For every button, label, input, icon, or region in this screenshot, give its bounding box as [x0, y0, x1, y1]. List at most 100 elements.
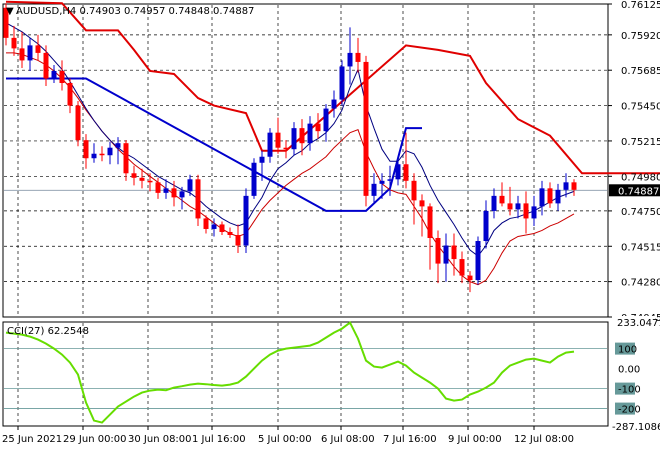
candle-bull — [443, 245, 449, 264]
candle-bear — [355, 52, 361, 62]
candle-bull — [243, 195, 249, 246]
price-axis: 0.76125 0.75920 0.75685 0.75450 0.75215 0.749… — [608, 0, 660, 324]
candle-bear — [99, 153, 105, 156]
candle-bull — [51, 70, 57, 79]
time-axis-label: 30 Jun 08:00 — [128, 434, 192, 445]
price-axis-label: 0.75215 — [621, 137, 660, 148]
candle-bull — [515, 203, 521, 210]
price-axis-label: 0.74980 — [621, 172, 660, 183]
indicator-axis-label: 233.0471 — [617, 318, 660, 329]
time-axis-label: 12 Jul 08:00 — [514, 434, 574, 445]
candle-bull — [347, 52, 353, 67]
main-panel-frame — [2, 3, 609, 318]
candle-bear — [499, 195, 505, 204]
candle-bull — [187, 179, 193, 192]
indicator-axis-label: -100 — [618, 385, 641, 396]
candle-bull — [339, 66, 345, 100]
time-axis-label: 25 Jun 2021 — [2, 434, 62, 445]
candle-bear — [19, 48, 25, 61]
price-axis-label: 0.74750 — [621, 207, 660, 218]
candle-bear — [283, 147, 289, 150]
candle-bear — [467, 275, 473, 281]
candle-bear — [459, 259, 465, 276]
price-axis-label: 0.75685 — [621, 66, 660, 77]
time-axis: 25 Jun 2021 29 Jun 00:00 30 Jun 08:00 1 Jul… — [2, 426, 574, 445]
candle-bull — [491, 195, 497, 211]
candle-bear — [451, 245, 457, 260]
collapse-arrow-icon[interactable]: ▼ — [6, 6, 14, 17]
candle-bear — [299, 128, 305, 144]
time-axis-label: 7 Jul 16:00 — [383, 434, 437, 445]
indicator-axis-label: 100 — [618, 345, 637, 356]
cci-level-tag — [615, 316, 655, 328]
time-axis-label: 6 Jul 08:00 — [321, 434, 375, 445]
candle-bear — [363, 61, 369, 196]
candle-bear — [219, 224, 225, 232]
grid-lines — [4, 5, 607, 425]
candle-bull — [531, 206, 537, 219]
price-series — [3, 0, 660, 293]
candle-bear — [83, 140, 89, 159]
indicator-axis-label: -200 — [618, 405, 641, 416]
candle-bear — [507, 203, 513, 210]
current-price-tag: 0.74887 — [609, 184, 660, 197]
candle-bull — [475, 241, 481, 281]
candle-bear — [227, 231, 233, 235]
indicator-axis: 233.0471 100 0.00 -100 -200 -287.1086 — [612, 316, 660, 433]
candle-bear — [123, 143, 129, 174]
cci-line — [5, 321, 575, 424]
candle-bull — [91, 153, 97, 159]
candle-bear — [403, 164, 409, 181]
price-axis-label: 0.74280 — [621, 278, 660, 289]
candle-bear — [235, 234, 241, 246]
candle-bear — [195, 179, 201, 219]
svg-text:0.74887: 0.74887 — [618, 186, 659, 197]
candle-bear — [547, 188, 553, 204]
channel-lower-line — [6, 77, 422, 212]
candle-bear — [203, 218, 209, 229]
indicator-header: CCI(27) 62.2548 — [7, 326, 89, 337]
indicator-axis-label: 0.00 — [618, 365, 640, 376]
cci-level-tag — [615, 402, 635, 415]
candle-bull — [371, 183, 377, 196]
candle-bull — [291, 128, 297, 150]
candle-bear — [67, 83, 73, 106]
candle-bull — [267, 132, 273, 157]
candle-bear — [11, 37, 17, 49]
candle-bull — [211, 224, 217, 229]
indicator-series — [5, 321, 575, 424]
candle-bear — [131, 173, 137, 178]
candle-bear — [147, 180, 153, 183]
candle-bull — [27, 45, 33, 61]
candle-bull — [331, 99, 337, 109]
candle-bull — [483, 210, 489, 242]
candle-bull — [539, 188, 545, 207]
candle-bull — [379, 180, 385, 184]
candle-bear — [427, 206, 433, 238]
candle-bear — [59, 70, 65, 84]
candle-bear — [139, 177, 145, 181]
candle-bear — [411, 180, 417, 201]
price-axis-label: 0.75450 — [621, 102, 660, 113]
candle-bear — [75, 105, 81, 141]
indicator-panel-frame — [2, 321, 609, 427]
candle-bear — [435, 237, 441, 264]
candle-bull — [563, 182, 569, 190]
candle-bear — [315, 123, 321, 132]
time-axis-label: 5 Jul 00:00 — [258, 434, 312, 445]
price-axis-label: 0.76125 — [621, 0, 660, 11]
candle-bear — [3, 7, 9, 38]
candle-bear — [43, 52, 49, 79]
candle-bull — [107, 147, 113, 156]
candle-bull — [163, 188, 169, 193]
candle-bear — [275, 132, 281, 148]
price-axis-label: 0.75920 — [621, 31, 660, 42]
time-axis-label: 9 Jul 00:00 — [448, 434, 502, 445]
time-axis-label: 1 Jul 16:00 — [192, 434, 246, 445]
candle-bull — [395, 164, 401, 180]
candle-bear — [571, 182, 577, 190]
symbol-header: AUDUSD,H4 0.74903 0.74957 0.74848 0.7488… — [16, 6, 254, 17]
candle-bull — [555, 189, 561, 204]
cci-level-tag — [615, 342, 635, 355]
